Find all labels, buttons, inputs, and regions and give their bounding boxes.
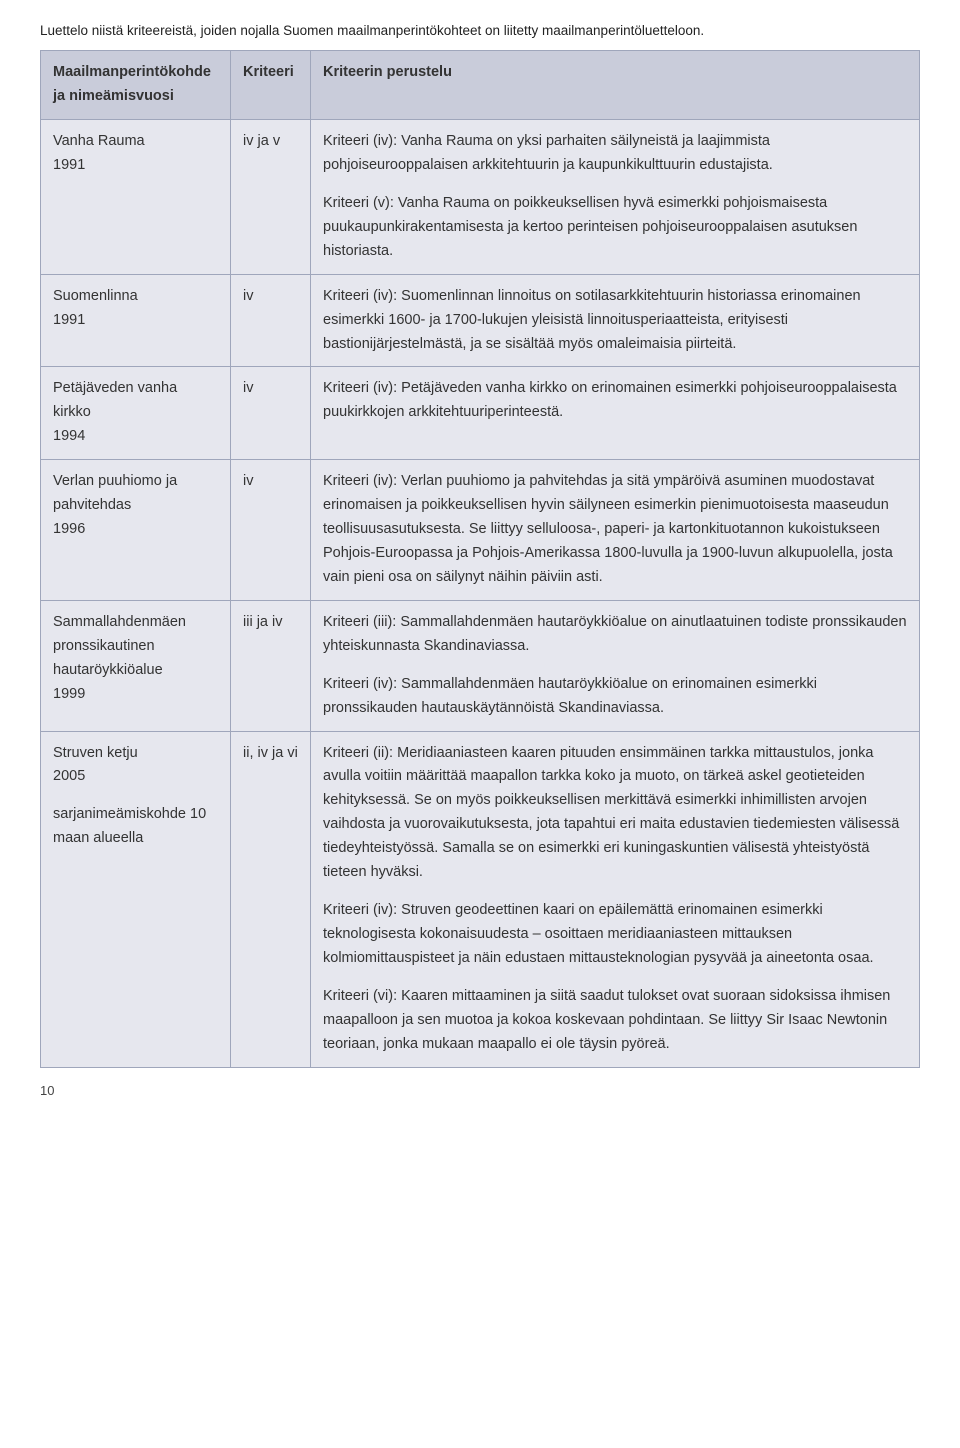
justification-paragraph: Kriteeri (iv): Suomenlinnan linnoitus on… xyxy=(323,285,907,357)
site-year: 1991 xyxy=(53,154,218,178)
justification-paragraph: Kriteeri (vi): Kaaren mittaaminen ja sii… xyxy=(323,985,907,1057)
table-row: Vanha Rauma1991iv ja vKriteeri (iv): Van… xyxy=(41,120,920,275)
site-name: Vanha Rauma xyxy=(53,130,218,154)
criteria-table: Maailmanperintökohde ja nimeämisvuosi Kr… xyxy=(40,50,920,1067)
table-row: Struven ketju2005 sarjanimeämiskohde 10 m… xyxy=(41,731,920,1067)
criteria-cell: ii, iv ja vi xyxy=(231,731,311,1067)
justification-cell: Kriteeri (iv): Suomenlinnan linnoitus on… xyxy=(311,274,920,367)
site-year: 1996 xyxy=(53,518,218,542)
site-year: 1991 xyxy=(53,309,218,333)
site-extra: sarjanimeämiskohde 10 maan alueella xyxy=(53,803,218,851)
site-cell: Verlan puuhiomo ja pahvitehdas1996 xyxy=(41,460,231,601)
col-criteria-header: Kriteeri xyxy=(231,51,311,120)
site-name: Verlan puuhiomo ja pahvitehdas xyxy=(53,470,218,518)
justification-paragraph: Kriteeri (iv): Verlan puuhiomo ja pahvit… xyxy=(323,470,907,590)
table-row: Petäjäveden vanha kirkko1994ivKriteeri (… xyxy=(41,367,920,460)
justification-cell: Kriteeri (iv): Verlan puuhiomo ja pahvit… xyxy=(311,460,920,601)
table-header-row: Maailmanperintökohde ja nimeämisvuosi Kr… xyxy=(41,51,920,120)
criteria-cell: iv xyxy=(231,460,311,601)
justification-cell: Kriteeri (iv): Vanha Rauma on yksi parha… xyxy=(311,120,920,275)
table-row: Verlan puuhiomo ja pahvitehdas1996ivKrit… xyxy=(41,460,920,601)
site-name: Sammallahdenmäen pronssikautinen hautarö… xyxy=(53,611,218,683)
site-cell: Sammallahdenmäen pronssikautinen hautarö… xyxy=(41,600,231,731)
criteria-cell: iv xyxy=(231,274,311,367)
table-row: Sammallahdenmäen pronssikautinen hautarö… xyxy=(41,600,920,731)
criteria-cell: iv ja v xyxy=(231,120,311,275)
justification-paragraph: Kriteeri (iii): Sammallahdenmäen hautarö… xyxy=(323,611,907,659)
criteria-cell: iv xyxy=(231,367,311,460)
justification-cell: Kriteeri (iii): Sammallahdenmäen hautarö… xyxy=(311,600,920,731)
justification-cell: Kriteeri (iv): Petäjäveden vanha kirkko … xyxy=(311,367,920,460)
criteria-cell: iii ja iv xyxy=(231,600,311,731)
justification-paragraph: Kriteeri (iv): Petäjäveden vanha kirkko … xyxy=(323,377,907,425)
table-caption: Luettelo niistä kriteereistä, joiden noj… xyxy=(40,20,920,42)
site-cell: Petäjäveden vanha kirkko1994 xyxy=(41,367,231,460)
site-name: Struven ketju xyxy=(53,742,218,766)
justification-paragraph: Kriteeri (ii): Meridiaaniasteen kaaren p… xyxy=(323,742,907,886)
justification-paragraph: Kriteeri (iv): Struven geodeettinen kaar… xyxy=(323,899,907,971)
site-year: 1999 xyxy=(53,683,218,707)
justification-paragraph: Kriteeri (v): Vanha Rauma on poikkeuksel… xyxy=(323,192,907,264)
page-number: 10 xyxy=(40,1080,920,1101)
site-cell: Vanha Rauma1991 xyxy=(41,120,231,275)
site-name: Petäjäveden vanha kirkko xyxy=(53,377,218,425)
col-justification-header: Kriteerin perustelu xyxy=(311,51,920,120)
justification-cell: Kriteeri (ii): Meridiaaniasteen kaaren p… xyxy=(311,731,920,1067)
col-site-header-line2: ja nimeämisvuosi xyxy=(53,88,174,104)
site-cell: Struven ketju2005 sarjanimeämiskohde 10 m… xyxy=(41,731,231,1067)
site-name: Suomenlinna xyxy=(53,285,218,309)
col-site-header-line1: Maailmanperintökohde xyxy=(53,64,211,80)
table-row: Suomenlinna1991ivKriteeri (iv): Suomenli… xyxy=(41,274,920,367)
justification-paragraph: Kriteeri (iv): Vanha Rauma on yksi parha… xyxy=(323,130,907,178)
justification-paragraph: Kriteeri (iv): Sammallahdenmäen hautaröy… xyxy=(323,673,907,721)
site-year: 2005 xyxy=(53,765,218,789)
site-year: 1994 xyxy=(53,425,218,449)
col-site-header: Maailmanperintökohde ja nimeämisvuosi xyxy=(41,51,231,120)
site-cell: Suomenlinna1991 xyxy=(41,274,231,367)
